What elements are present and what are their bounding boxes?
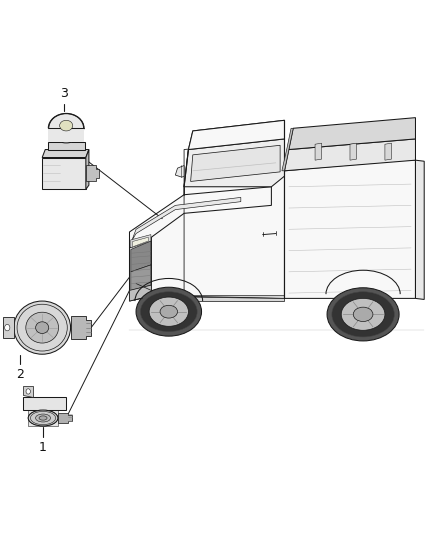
Polygon shape <box>191 146 280 181</box>
Polygon shape <box>130 237 151 301</box>
Polygon shape <box>86 165 99 181</box>
Polygon shape <box>350 143 357 160</box>
Ellipse shape <box>31 411 56 425</box>
Ellipse shape <box>14 301 71 354</box>
Ellipse shape <box>49 114 84 143</box>
Polygon shape <box>86 150 89 189</box>
Ellipse shape <box>35 322 49 334</box>
Polygon shape <box>188 120 285 150</box>
Polygon shape <box>285 139 416 171</box>
Polygon shape <box>22 386 32 397</box>
Polygon shape <box>42 158 86 189</box>
Polygon shape <box>416 160 424 300</box>
Polygon shape <box>22 397 66 410</box>
Polygon shape <box>48 128 84 142</box>
Polygon shape <box>130 187 272 248</box>
Polygon shape <box>175 165 184 177</box>
Ellipse shape <box>341 298 385 330</box>
Polygon shape <box>151 120 285 298</box>
Polygon shape <box>42 150 89 158</box>
Polygon shape <box>132 197 241 241</box>
Text: 2: 2 <box>16 368 24 381</box>
Polygon shape <box>48 142 85 150</box>
Polygon shape <box>131 241 151 272</box>
Polygon shape <box>282 128 293 171</box>
Circle shape <box>26 389 30 394</box>
Polygon shape <box>315 143 321 160</box>
Ellipse shape <box>136 287 201 336</box>
Polygon shape <box>133 237 148 247</box>
Polygon shape <box>131 265 151 290</box>
Polygon shape <box>3 317 14 338</box>
Ellipse shape <box>353 307 373 321</box>
Polygon shape <box>131 235 151 248</box>
Circle shape <box>5 325 10 331</box>
Ellipse shape <box>141 292 197 332</box>
Ellipse shape <box>149 297 188 326</box>
Polygon shape <box>130 285 151 301</box>
Polygon shape <box>28 410 58 426</box>
Ellipse shape <box>39 416 47 420</box>
Polygon shape <box>285 160 416 298</box>
Polygon shape <box>58 413 72 423</box>
Polygon shape <box>184 139 285 187</box>
Polygon shape <box>71 316 91 340</box>
Ellipse shape <box>28 410 58 426</box>
Ellipse shape <box>160 305 177 318</box>
Polygon shape <box>289 118 416 150</box>
Ellipse shape <box>327 288 399 341</box>
Ellipse shape <box>60 120 73 131</box>
Text: 3: 3 <box>60 87 68 100</box>
Ellipse shape <box>35 414 50 422</box>
Ellipse shape <box>332 292 394 337</box>
Ellipse shape <box>26 312 59 343</box>
Text: 1: 1 <box>39 441 47 454</box>
Polygon shape <box>385 143 392 160</box>
Polygon shape <box>151 296 285 301</box>
